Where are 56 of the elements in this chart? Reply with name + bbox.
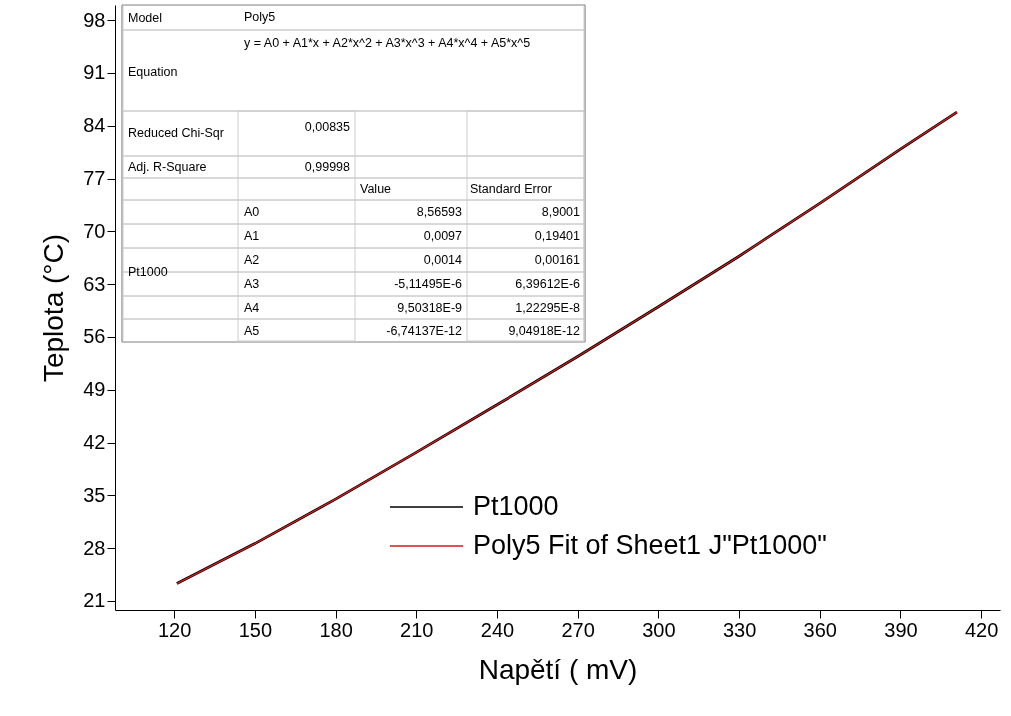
x-tick-label: 360 [803,618,837,641]
annotation: Adj. R-Square [128,160,207,174]
annotation: Model [128,11,163,25]
x-tick-label: 300 [642,618,676,641]
x-tick-label: 420 [964,618,999,641]
x-tick-label: 240 [480,618,515,641]
annotation: 1,22295E-8 [515,301,581,315]
x-tick-label: 270 [561,618,595,641]
annotation: A2 [244,253,260,267]
annotation: Poly5 [244,10,276,24]
annotation: 0,99998 [304,160,351,174]
annotation: Value [360,182,392,196]
y-axis-title: Teplota (°C) [38,233,70,383]
y-tick-label: 56 [83,325,106,348]
annotation: Reduced Chi-Sqr [128,126,224,140]
legend-label: Poly5 Fit of Sheet1 J"Pt1000" [473,530,827,560]
annotation: A0 [244,205,260,219]
annotation: 0,19401 [534,229,581,243]
annotation: 8,9001 [541,205,581,219]
y-tick-label: 28 [83,536,106,559]
x-axis-title: Napětí ( mV) [478,653,638,685]
annotation: Pt1000 [128,265,168,279]
annotation: 9,04918E-12 [508,324,581,338]
annotation: -5,11495E-6 [394,277,463,291]
annotation: Standard Error [470,182,552,196]
y-tick-label: 42 [83,431,106,454]
y-tick-label: 49 [83,378,106,401]
y-tick-label: 35 [83,483,106,506]
y-tick-label: 77 [83,167,106,189]
x-tick-label: 210 [400,618,434,641]
annotation: 6,39612E-6 [515,277,581,291]
y-tick-label: 63 [83,272,106,295]
annotation: 9,50318E-9 [397,301,463,315]
y-tick-label: 84 [83,114,106,137]
x-tick-label: 390 [884,618,918,641]
annotation: 0,0097 [423,229,463,243]
annotation: A5 [244,324,260,338]
x-tick-label: 120 [157,618,192,641]
annotation: 0,00835 [304,120,351,134]
annotation: 0,00161 [534,253,581,267]
annotation: A1 [244,229,260,243]
x-tick-label: 150 [238,618,273,641]
annotation: A4 [244,301,260,315]
y-tick-label: 98 [83,8,106,31]
x-tick-label: 330 [722,618,757,641]
annotation: 8,56593 [416,205,463,219]
y-tick-label: 21 [83,589,106,612]
y-tick-label: 70 [83,219,106,242]
y-tick-label: 91 [83,61,106,84]
annotation: y = A0 + A1*x + A2*x^2 + A3*x^3 + A4*x^4 + A5*x^5 [244,36,531,50]
legend-label: Pt1000 [473,491,559,521]
annotation: 0,0014 [423,253,463,267]
annotation: -6,74137E-12 [386,324,463,338]
annotation: Equation [128,65,178,79]
annotation: A3 [244,277,260,291]
x-tick-label: 180 [319,618,353,641]
